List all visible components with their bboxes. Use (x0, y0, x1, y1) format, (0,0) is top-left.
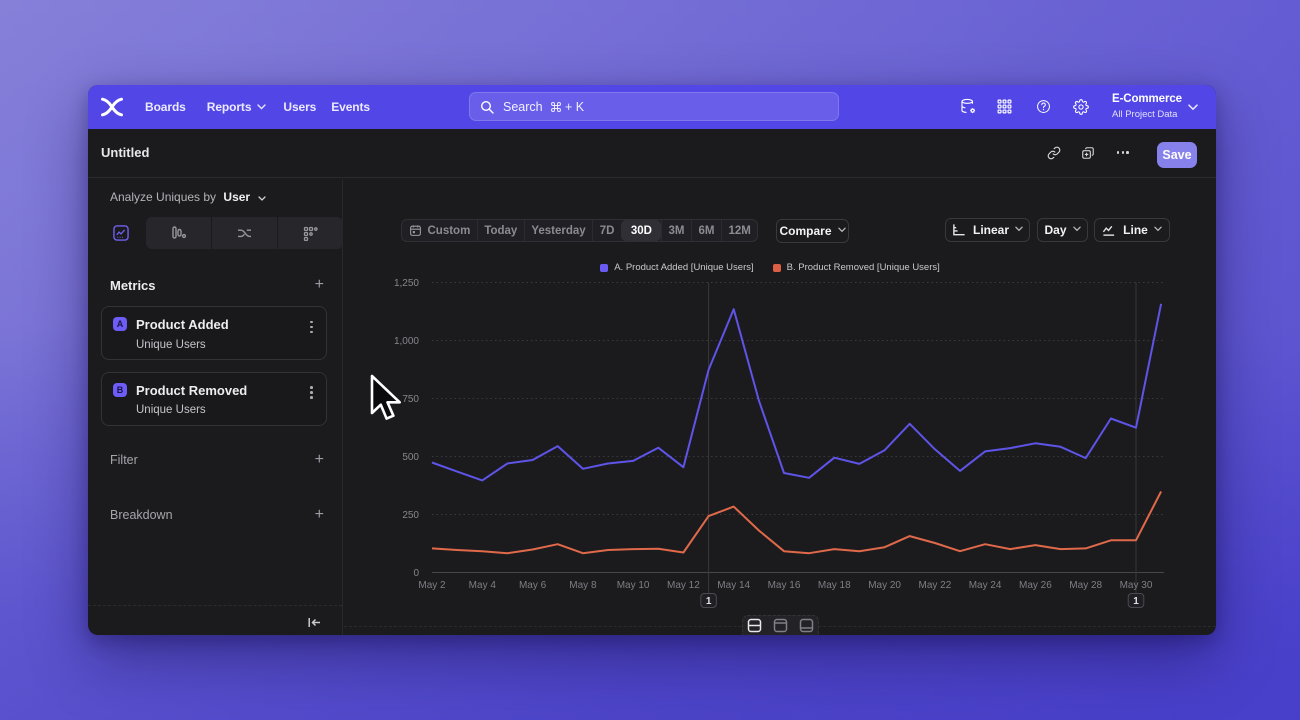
svg-text:1: 1 (1133, 596, 1139, 607)
svg-text:May 2: May 2 (418, 580, 446, 591)
svg-text:May 6: May 6 (519, 580, 547, 591)
svg-text:May 12: May 12 (667, 580, 700, 591)
svg-text:May 20: May 20 (868, 580, 901, 591)
svg-text:May 4: May 4 (469, 580, 497, 591)
svg-text:May 8: May 8 (569, 580, 597, 591)
svg-text:1,250: 1,250 (394, 278, 419, 289)
svg-text:May 16: May 16 (768, 580, 801, 591)
svg-text:May 22: May 22 (919, 580, 952, 591)
svg-text:May 24: May 24 (969, 580, 1002, 591)
svg-text:750: 750 (402, 394, 419, 405)
svg-text:May 14: May 14 (717, 580, 750, 591)
svg-text:0: 0 (413, 568, 419, 579)
svg-text:May 10: May 10 (617, 580, 650, 591)
svg-text:May 28: May 28 (1069, 580, 1102, 591)
svg-text:May 26: May 26 (1019, 580, 1052, 591)
svg-text:250: 250 (402, 510, 419, 521)
svg-text:500: 500 (402, 452, 419, 463)
svg-text:May 30: May 30 (1120, 580, 1153, 591)
svg-text:1: 1 (706, 596, 712, 607)
svg-text:1,000: 1,000 (394, 336, 419, 347)
svg-text:May 18: May 18 (818, 580, 851, 591)
